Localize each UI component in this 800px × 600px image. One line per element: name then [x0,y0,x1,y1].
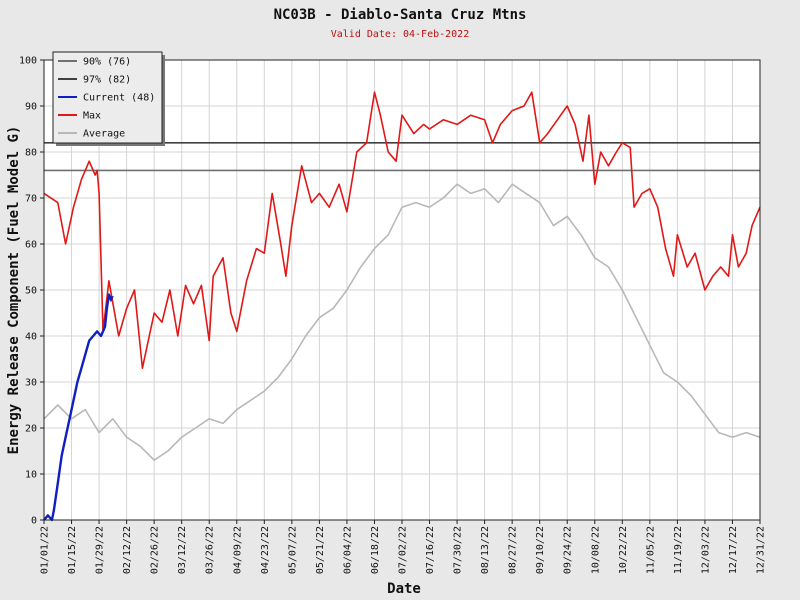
x-tick-label: 01/15/22 [67,526,78,574]
x-tick-label: 10/22/22 [618,526,629,574]
x-tick-label: 02/26/22 [150,526,161,574]
y-tick-label: 60 [25,240,37,251]
x-tick-label: 01/01/22 [40,526,51,574]
chart-subtitle: Valid Date: 04-Feb-2022 [331,29,469,40]
legend-entry: 90% (76) [83,57,131,68]
x-tick-label: 03/26/22 [205,526,216,574]
x-tick-label: 12/17/22 [728,526,739,574]
x-tick-label: 07/02/22 [398,526,409,574]
y-tick-label: 70 [25,194,37,205]
chart-title: NC03B - Diablo-Santa Cruz Mtns [274,7,527,23]
y-axis-ticks: 0 10 20 30 40 50 60 70 80 90 100 [19,56,44,527]
y-tick-label: 100 [19,56,37,67]
y-tick-label: 80 [25,148,37,159]
legend-entry: Max [83,111,101,122]
x-tick-label: 11/19/22 [673,526,684,574]
legend: 90% (76) 97% (82) Current (48) Max Average [52,51,165,146]
y-tick-label: 30 [25,378,37,389]
x-tick-label: 11/05/22 [645,526,656,574]
current-end-marker [107,296,114,303]
x-tick-label: 02/12/22 [122,526,133,574]
y-tick-label: 90 [25,102,37,113]
y-tick-label: 40 [25,332,37,343]
x-tick-label: 08/13/22 [480,526,491,574]
x-tick-label: 04/09/22 [232,526,243,574]
y-tick-label: 50 [25,286,37,297]
legend-entry: Current (48) [83,93,155,104]
x-tick-label: 09/24/22 [563,526,574,574]
series-line-max [43,91,761,370]
x-tick-label: 05/07/22 [287,526,298,574]
y-tick-label: 10 [25,470,37,481]
x-tick-label: 06/04/22 [342,526,353,574]
x-axis-label: Date [387,581,421,597]
x-axis-ticks: 01/01/22 01/15/22 01/29/22 02/12/22 02/26/22… [40,520,767,574]
y-tick-label: 0 [31,516,37,527]
x-tick-label: 09/10/22 [535,526,546,574]
x-tick-label: 08/27/22 [508,526,519,574]
x-tick-label: 04/23/22 [260,526,271,574]
x-tick-label: 12/03/22 [700,526,711,574]
x-tick-label: 06/18/22 [370,526,381,574]
x-tick-label: 10/08/22 [590,526,601,574]
legend-entry: Average [83,129,125,140]
x-tick-label: 12/31/22 [756,526,767,574]
legend-entry: 97% (82) [83,75,131,86]
y-axis-label: Energy Release Component (Fuel Model G) [6,126,22,455]
x-tick-label: 03/12/22 [177,526,188,574]
x-tick-label: 07/16/22 [425,526,436,574]
x-tick-label: 07/30/22 [453,526,464,574]
y-tick-label: 20 [25,424,37,435]
x-tick-label: 05/21/22 [315,526,326,574]
series-line-current-48 [43,293,113,522]
series-line-average [43,183,761,462]
x-tick-label: 01/29/22 [95,526,106,574]
